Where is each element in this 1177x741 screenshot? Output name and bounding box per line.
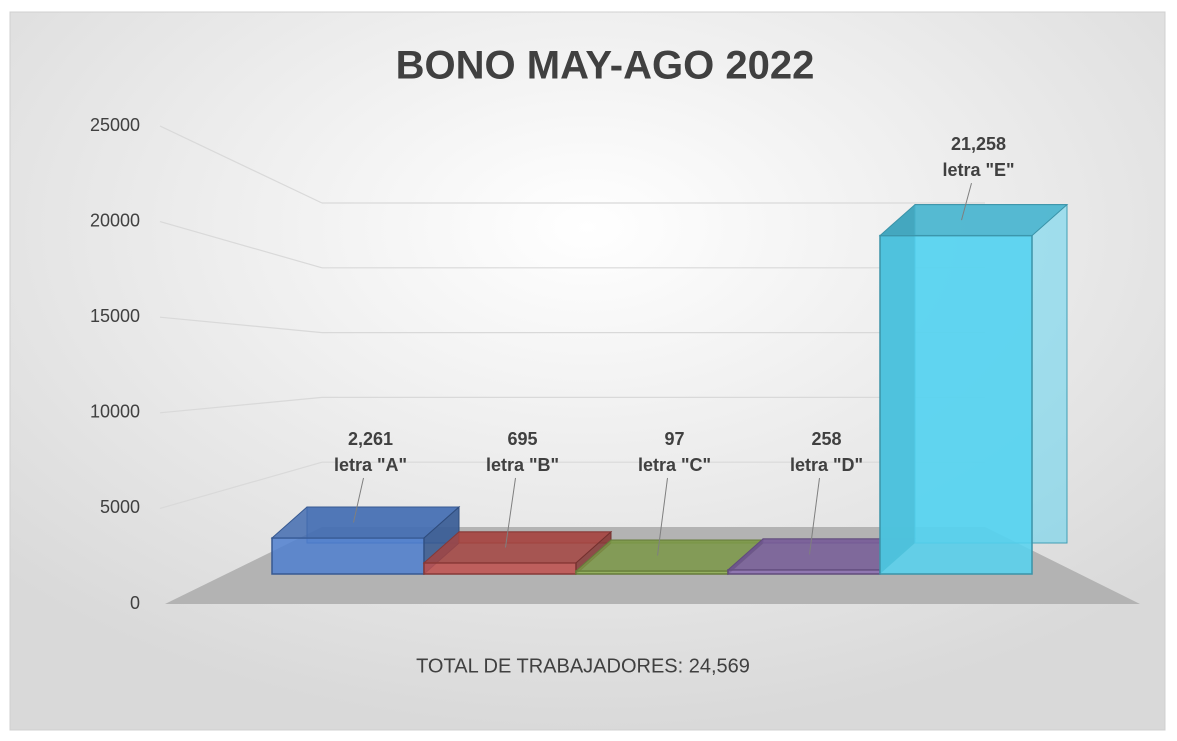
bar: [423, 562, 577, 575]
grid-line: [159, 461, 323, 509]
bar: [271, 537, 425, 575]
data-label: 97: [664, 429, 684, 449]
category-label: letra "E": [942, 160, 1014, 180]
y-tick-label: 15000: [90, 306, 140, 326]
category-label: letra "D": [790, 455, 863, 475]
x-axis-label: TOTAL DE TRABAJADORES: 24,569: [416, 655, 750, 677]
leader-line: [657, 477, 668, 556]
bar: [727, 569, 881, 575]
y-tick-label: 20000: [90, 210, 140, 230]
y-tick-label: 25000: [90, 115, 140, 135]
grid-line: [159, 125, 323, 204]
leader-line: [961, 182, 972, 221]
bar-top: [878, 204, 1069, 237]
category-label: letra "C": [638, 455, 711, 475]
data-label: 21,258: [951, 134, 1006, 154]
leader-line: [809, 477, 820, 555]
category-label: letra "B": [486, 455, 559, 475]
y-tick-label: 10000: [90, 402, 140, 422]
category-label: letra "A": [334, 455, 407, 475]
grid-line: [159, 396, 323, 414]
leader-line: [505, 477, 516, 548]
data-label: 695: [507, 429, 537, 449]
data-label: 258: [811, 429, 841, 449]
grid-line: [159, 316, 323, 334]
data-label: 2,261: [348, 429, 393, 449]
y-tick-label: 0: [130, 593, 140, 613]
bar: [879, 234, 1033, 575]
y-tick-label: 5000: [100, 497, 140, 517]
chart-title: BONO MAY-AGO 2022: [396, 44, 815, 88]
leader-line: [353, 477, 364, 523]
grid-line: [159, 221, 323, 269]
